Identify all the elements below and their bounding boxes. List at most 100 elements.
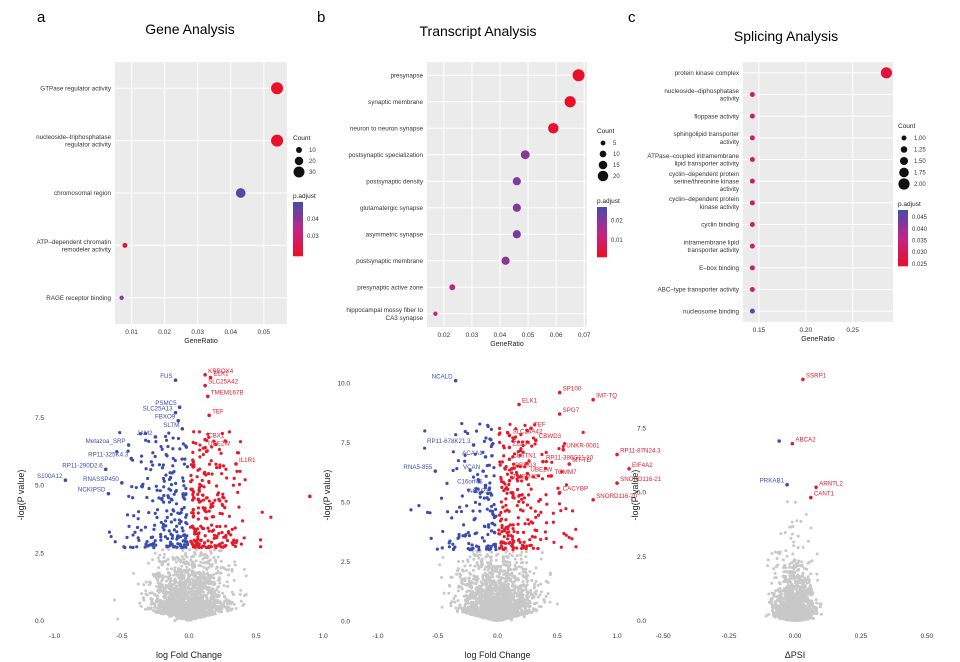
volcano-point-ns [191, 598, 195, 602]
volcano-point-ns [457, 584, 461, 588]
volcano-point-ns [488, 608, 492, 612]
volcano-gene-label: CBX1 [208, 433, 225, 440]
volcano-point-ns [188, 548, 192, 552]
padj-colorbar-segment [597, 244, 607, 248]
volcano-point-ns [201, 557, 205, 561]
volcano-point-ns [501, 586, 505, 590]
dotplot-category-label: sphingolipid transporter activity [674, 131, 740, 146]
volcano-point-down [484, 436, 488, 440]
volcano-point-up [189, 473, 193, 478]
volcano-gene-label: FBXO9 [155, 414, 176, 421]
volcano-point-up [521, 509, 525, 513]
volcano-point-ns [207, 604, 211, 608]
volcano-point-labeled [507, 457, 512, 462]
count-legend-dot [600, 140, 606, 146]
volcano-gene-label: PSMC5 [155, 400, 177, 407]
volcano-point-ns [192, 570, 196, 574]
dotplot-dot [271, 134, 284, 147]
volcano-point-ns [442, 591, 446, 595]
volcano-point-ns [148, 580, 152, 584]
volcano-point-ns [493, 569, 497, 573]
dotplot-category-label: E–box binding [699, 265, 739, 272]
volcano-point-ns [476, 596, 480, 600]
count-legend-dot [296, 147, 302, 153]
volcano-point-ns [162, 587, 166, 591]
volcano-point-down [441, 529, 445, 534]
volcano-point-up [511, 526, 515, 531]
volcano-gene-label: UBE2W [208, 441, 230, 448]
volcano-xtick-label: -0.5 [432, 633, 444, 640]
padj-legend-label: 0.030 [912, 250, 928, 256]
volcano-point-down [180, 526, 184, 530]
volcano-point-ns [187, 568, 191, 572]
volcano-point-down [125, 535, 129, 540]
volcano-point-ns [810, 559, 814, 563]
volcano-point-up [210, 472, 214, 476]
volcano-point-down [169, 512, 173, 517]
volcano-point-down [113, 540, 117, 544]
volcano-point-down [125, 513, 130, 517]
volcano-point-ns [156, 556, 160, 560]
volcano-point-up [557, 502, 562, 506]
padj-colorbar-segment [597, 229, 607, 233]
transcript-volcano-plot: NCALDSP100IMT-TQELK1SPG7TEFSLC26A42CBWD3… [322, 374, 662, 660]
volcano-point-up [504, 465, 508, 469]
dotplot-category-label: postsynaptic membrane [356, 258, 423, 265]
volcano-point-up [497, 532, 501, 536]
volcano-point-up [239, 542, 243, 546]
volcano-point-up [544, 450, 548, 454]
volcano-point-down [165, 515, 169, 519]
dotplot-dot [749, 243, 755, 249]
volcano-point-ns [525, 561, 529, 565]
volcano-point-up [498, 463, 502, 467]
volcano-point-up [220, 431, 224, 436]
volcano-point-ns [527, 601, 531, 605]
gene-volcano-plot: KRBOX4ELK1FUSSLC25A42TMEM167BPSMC5SLC25A… [16, 368, 328, 660]
padj-legend-label: 0.03 [307, 234, 319, 240]
volcano-point-ns [173, 566, 177, 570]
volcano-point-ns [517, 587, 521, 591]
volcano-point-down [137, 538, 141, 542]
volcano-point-ns [453, 594, 457, 598]
volcano-point-ns [191, 604, 195, 608]
volcano-point-ns [179, 558, 183, 562]
volcano-point-ns [199, 560, 203, 564]
volcano-point-down [136, 517, 140, 521]
volcano-xtick-label: 1.0 [613, 633, 622, 640]
volcano-point-ns [809, 572, 813, 576]
volcano-point-up [202, 541, 207, 545]
volcano-point-ns [223, 595, 227, 599]
volcano-point-ns [507, 566, 511, 570]
volcano-point-ns [176, 601, 180, 605]
volcano-point-down [175, 545, 179, 549]
volcano-gene-label: SLTM [163, 422, 179, 429]
volcano-point-ns [509, 577, 513, 581]
volcano-point-up [539, 510, 543, 514]
volcano-point-ns [169, 567, 173, 571]
volcano-point-up [233, 526, 237, 530]
volcano-point-up [516, 522, 520, 526]
volcano-point-down [172, 492, 176, 496]
volcano-gene-label: UBE2W [530, 467, 552, 474]
volcano-xtick-label: 0.5 [252, 633, 261, 640]
volcano-point-ns [227, 564, 231, 568]
volcano-point-down [474, 544, 479, 548]
volcano-point-labeled [126, 443, 131, 447]
transcript-analysis-title: Transcript Analysis [420, 23, 537, 39]
volcano-point-labeled [208, 375, 213, 380]
volcano-point-ns [526, 598, 530, 602]
volcano-point-up [191, 515, 195, 519]
volcano-point-labeled [173, 378, 178, 383]
volcano-gene-label: S100A12 [37, 473, 63, 480]
panel-letter-b: b [317, 9, 325, 26]
volcano-point-labeled [433, 469, 438, 473]
padj-legend-label: 0.035 [912, 239, 928, 245]
volcano-point-ns [156, 581, 160, 585]
volcano-point-down [152, 527, 156, 531]
volcano-point-ns [463, 608, 467, 612]
volcano-point-up [512, 529, 516, 534]
volcano-point-down [135, 545, 139, 549]
volcano-point-up [505, 531, 509, 535]
volcano-point-ns [492, 588, 496, 592]
